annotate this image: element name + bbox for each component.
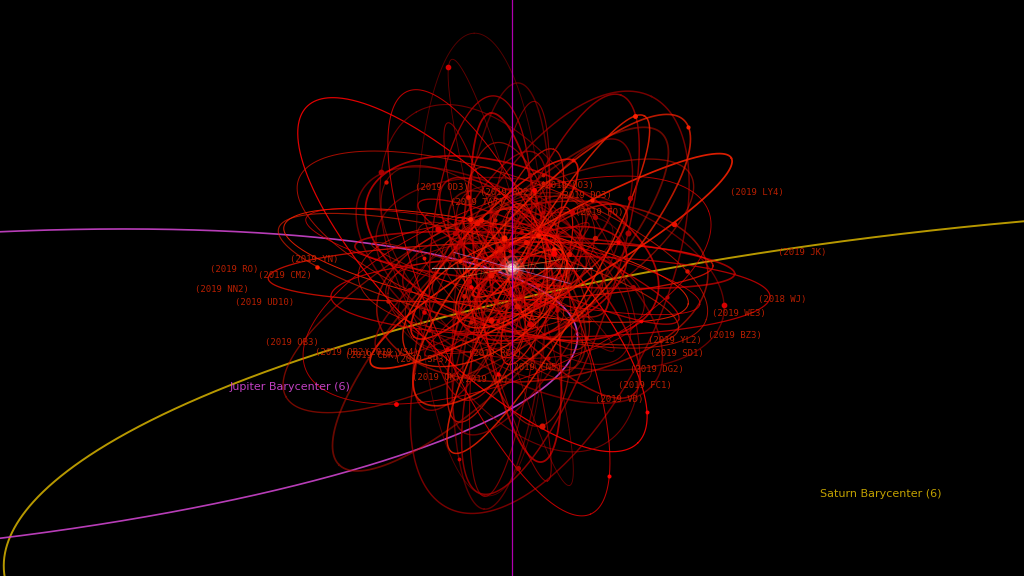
Text: (2019 DO3): (2019 DO3) — [558, 191, 611, 200]
Text: (2019 RO): (2019 RO) — [210, 265, 258, 274]
Text: (2019 YN): (2019 YN) — [290, 255, 338, 264]
Text: (2019 BZ3): (2019 BZ3) — [708, 331, 762, 340]
Text: (2019 VA): (2019 VA) — [460, 375, 508, 384]
Text: (2019 FC1): (2019 FC1) — [618, 381, 672, 390]
Text: (2019 CM2): (2019 CM2) — [258, 271, 311, 280]
Text: (2019 OD3): (2019 OD3) — [415, 183, 469, 192]
Text: (2019 VS4): (2019 VS4) — [365, 348, 419, 357]
Text: (2019 NN2): (2019 NN2) — [195, 285, 249, 294]
Text: (2019 OK): (2019 OK) — [412, 373, 461, 382]
Text: Jupiter Barycenter (6): Jupiter Barycenter (6) — [230, 382, 351, 392]
Text: (2019 RO2): (2019 RO2) — [480, 188, 534, 197]
Text: (2019 CN5): (2019 CN5) — [508, 363, 562, 372]
Circle shape — [505, 261, 519, 275]
Text: (2019 UD10): (2019 UD10) — [234, 298, 294, 307]
Text: (2019 VD): (2019 VD) — [595, 395, 643, 404]
Text: (2019 FQ): (2019 FQ) — [575, 208, 624, 217]
Text: (2019 SP3): (2019 SP3) — [395, 355, 449, 364]
Text: (2019 DG2): (2019 DG2) — [630, 365, 684, 374]
Text: (2018 WJ): (2018 WJ) — [758, 295, 806, 304]
Text: (2019 CDK): (2019 CDK) — [345, 351, 398, 360]
Circle shape — [510, 266, 514, 270]
Text: Saturn Barycenter (6): Saturn Barycenter (6) — [820, 489, 941, 499]
Text: (2019 JK): (2019 JK) — [778, 248, 826, 257]
Text: (2019 QO3): (2019 QO3) — [540, 181, 594, 190]
Circle shape — [511, 267, 513, 269]
Text: (2019 OB3): (2019 OB3) — [265, 338, 318, 347]
Text: (2019 LY4): (2019 LY4) — [730, 188, 783, 197]
Text: (2019 SD1): (2019 SD1) — [650, 349, 703, 358]
Text: (2019 OB2): (2019 OB2) — [315, 348, 369, 357]
Text: (2019 YL2): (2019 YL2) — [648, 336, 701, 345]
Text: (2019 TA7): (2019 TA7) — [450, 198, 504, 207]
Text: (2019 WE3): (2019 WE3) — [712, 309, 766, 318]
Circle shape — [508, 264, 516, 272]
Circle shape — [500, 256, 524, 280]
Text: (2019 RC1): (2019 RC1) — [468, 349, 522, 358]
